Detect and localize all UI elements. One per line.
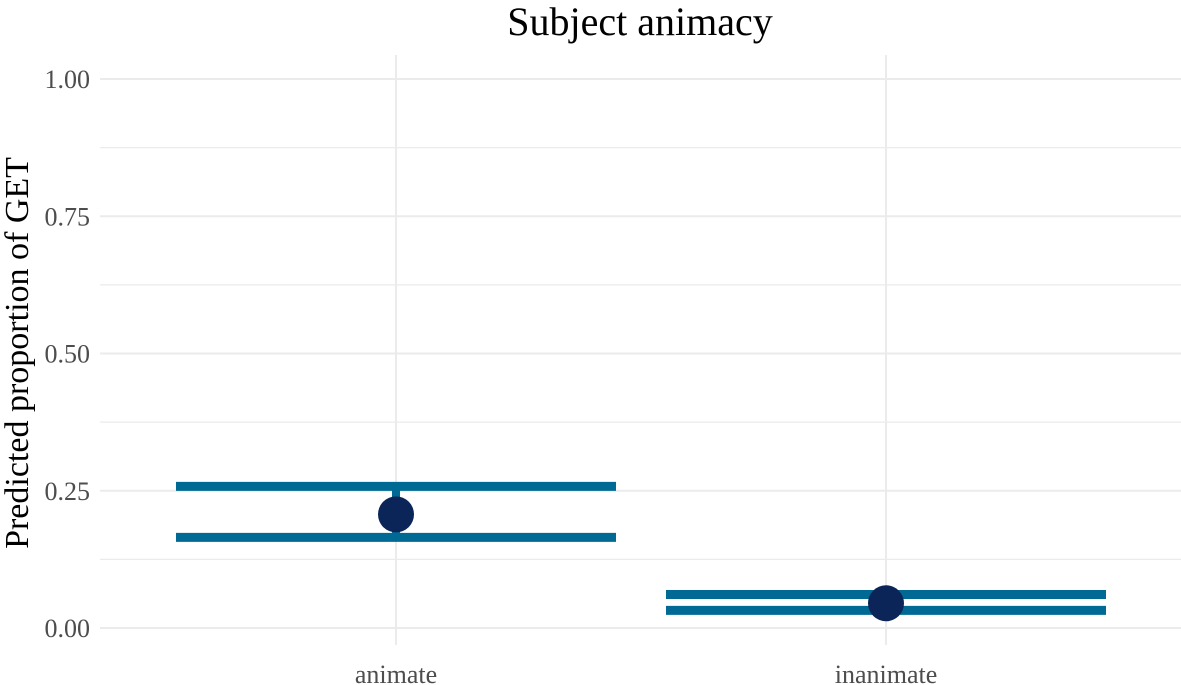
y-tick-label: 0.00 <box>45 614 91 643</box>
x-tick-label: animate <box>355 660 437 685</box>
chart-title: Subject animacy <box>507 0 772 44</box>
x-tick-label: inanimate <box>835 660 938 685</box>
point-estimate <box>868 585 904 622</box>
y-tick-label: 0.75 <box>45 202 91 231</box>
y-tick-labels: 0.00 0.25 0.50 0.75 1.00 <box>45 65 91 643</box>
grid <box>100 55 1181 645</box>
y-tick-label: 0.25 <box>45 477 91 506</box>
y-tick-label: 1.00 <box>45 65 91 94</box>
y-tick-label: 0.50 <box>45 340 91 369</box>
chart-marks <box>176 481 1106 622</box>
point-estimate <box>378 496 414 533</box>
x-tick-labels: animate inanimate <box>355 660 937 685</box>
y-axis-label: Predicted proportion of GET <box>0 157 36 549</box>
